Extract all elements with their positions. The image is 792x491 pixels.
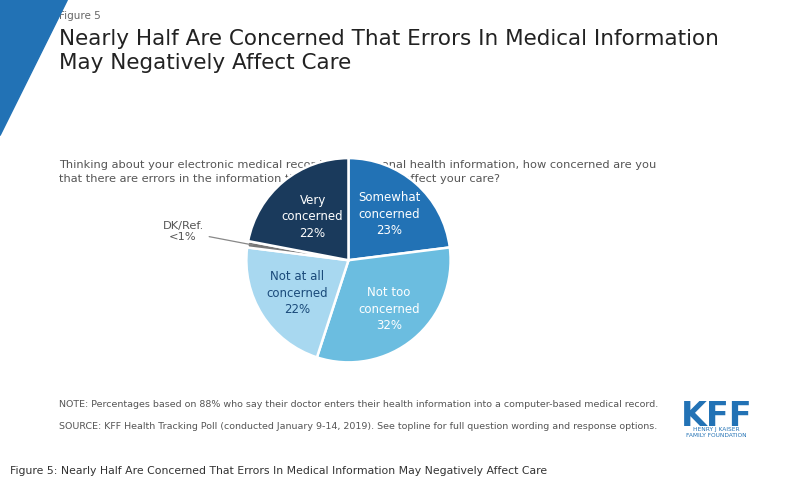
Text: Somewhat
concerned
23%: Somewhat concerned 23% (358, 191, 421, 237)
Text: Thinking about your electronic medical records and personal health information, : Thinking about your electronic medical r… (59, 161, 657, 184)
Polygon shape (0, 0, 67, 136)
Text: DK/Ref.
<1%: DK/Ref. <1% (162, 221, 253, 245)
Text: Very
concerned
22%: Very concerned 22% (282, 194, 344, 240)
Text: SOURCE: KFF Health Tracking Poll (conducted January 9-14, 2019). See topline for: SOURCE: KFF Health Tracking Poll (conduc… (59, 422, 657, 432)
Wedge shape (348, 158, 450, 260)
Text: Nearly Half Are Concerned That Errors In Medical Information
May Negatively Affe: Nearly Half Are Concerned That Errors In… (59, 29, 719, 73)
Text: HENRY J KAISER
FAMILY FOUNDATION: HENRY J KAISER FAMILY FOUNDATION (687, 427, 747, 438)
Text: Figure 5: Figure 5 (59, 11, 101, 21)
Wedge shape (248, 158, 348, 260)
Wedge shape (247, 241, 348, 260)
Wedge shape (246, 247, 348, 357)
Text: KFF: KFF (681, 400, 752, 433)
Text: Not too
concerned
32%: Not too concerned 32% (358, 286, 420, 332)
Text: NOTE: Percentages based on 88% who say their doctor enters their health informat: NOTE: Percentages based on 88% who say t… (59, 400, 659, 409)
Text: Not at all
concerned
22%: Not at all concerned 22% (266, 270, 328, 316)
Wedge shape (317, 247, 451, 362)
Text: Figure 5: Nearly Half Are Concerned That Errors In Medical Information May Negat: Figure 5: Nearly Half Are Concerned That… (10, 466, 546, 476)
